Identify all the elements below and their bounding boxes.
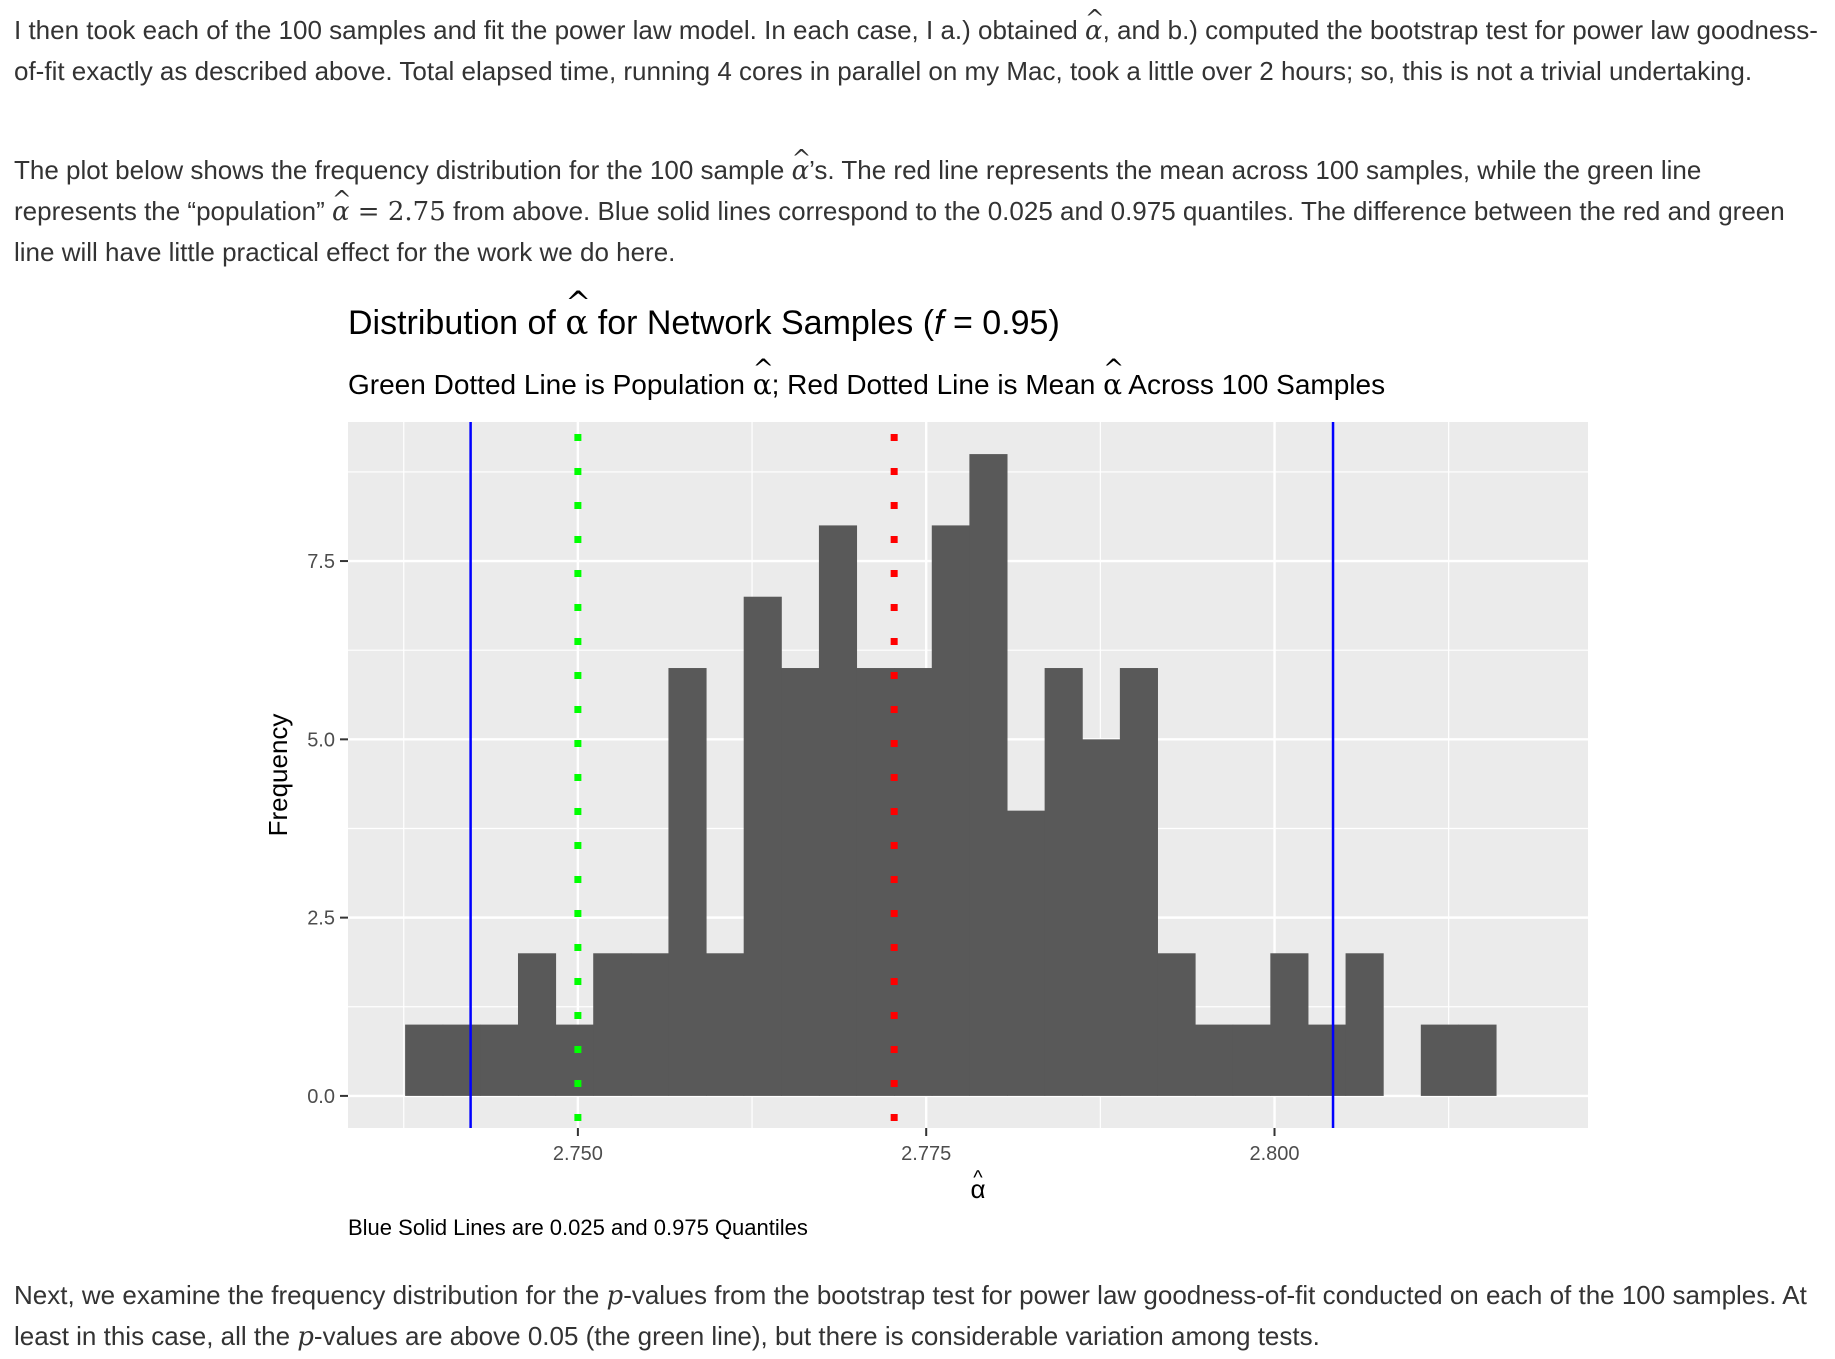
histogram-bar: [969, 454, 1008, 1096]
alpha-hat-symbol: α: [1085, 0, 1103, 51]
chart-title: Distribution of α for Network Samples (f…: [348, 286, 1060, 343]
histogram-bar: [1119, 668, 1158, 1096]
axes: 2.750 2.775 2.800 0.0 2.5 5.0 7.5 α^ Frequency: [263, 551, 1300, 1204]
text-run: Distribution of: [348, 304, 566, 342]
next-paragraph: Next, we examine the frequency distribut…: [14, 1275, 1824, 1357]
text-run: for Network Samples (: [588, 304, 935, 342]
text-run: , and b.) computed the bootstrap test fo…: [14, 15, 1818, 86]
text-run: Across 100 Samples: [1122, 369, 1386, 400]
text-run: Green Dotted Line is Population: [348, 369, 753, 400]
alpha-hat-symbol: α: [753, 354, 772, 401]
f-symbol: f: [934, 304, 944, 342]
math-symbol: p: [297, 1322, 314, 1352]
x-axis-hat: ^: [973, 1167, 983, 1189]
histogram-bar: [1307, 1024, 1347, 1096]
histogram-bar: [480, 1024, 519, 1096]
y-tick-label: 5.0: [307, 729, 335, 751]
y-tick-label: 0.0: [307, 1086, 335, 1108]
histogram-bar: [781, 668, 820, 1096]
chart-subtitle: Green Dotted Line is Population α; Red D…: [348, 354, 1386, 401]
y-tick-label: 2.5: [307, 908, 335, 930]
intro-paragraph: I then took each of the 100 samples and …: [14, 0, 1824, 91]
x-tick-label: 2.775: [901, 1143, 951, 1165]
text-run: -values from the bootstrap test for powe…: [14, 1280, 1807, 1351]
text-run: -values are above 0.05 (the green line),…: [313, 1321, 1320, 1351]
alpha-hat-symbol: α: [1103, 354, 1122, 401]
histogram-bar: [1270, 953, 1309, 1096]
text-run: ’s. The red line represents the mean acr…: [14, 155, 1702, 226]
histogram-bar: [668, 668, 707, 1096]
histogram-bars: [405, 454, 1497, 1096]
histogram-bar: [706, 953, 745, 1096]
histogram-bar: [630, 953, 669, 1096]
histogram-bar: [1195, 1024, 1234, 1096]
chart-caption: Blue Solid Lines are 0.025 and 0.975 Qua…: [348, 1215, 808, 1240]
alpha-hat-symbol: α: [565, 286, 588, 343]
histogram-bar: [442, 1024, 481, 1096]
histogram-bar: [1420, 1024, 1459, 1096]
histogram-bar: [1007, 810, 1046, 1096]
histogram-bar: [593, 953, 632, 1096]
histogram-bar: [743, 596, 782, 1096]
y-tick-label: 7.5: [307, 551, 335, 573]
histogram-bar: [894, 668, 933, 1096]
text-run: I then took each of the 100 samples and …: [14, 15, 1085, 45]
text-run: = 0.95): [943, 304, 1060, 342]
histogram-bar: [1157, 953, 1196, 1096]
y-axis-title: Frequency: [263, 714, 293, 837]
math-symbol: p: [606, 1281, 624, 1311]
histogram-bar: [1345, 953, 1384, 1096]
text-run: from above. Blue solid lines correspond …: [14, 196, 1785, 267]
reference-lines: [469, 422, 1335, 1128]
histogram-bar: [931, 525, 970, 1096]
x-tick-label: 2.750: [553, 1143, 603, 1165]
text-run: ; Red Dotted Line is Mean: [771, 369, 1104, 400]
histogram-bar: [1044, 668, 1083, 1096]
histogram-bar: [818, 525, 858, 1096]
histogram-bar: [856, 668, 895, 1096]
x-axis-title: α: [970, 1174, 985, 1204]
histogram-bar: [1458, 1024, 1497, 1096]
histogram-bar: [405, 1024, 444, 1096]
histogram-bar: [1232, 1024, 1271, 1096]
histogram-bar: [1082, 739, 1121, 1096]
plot-description-paragraph: The plot below shows the frequency distr…: [14, 138, 1824, 272]
text-run: Next, we examine the frequency distribut…: [14, 1280, 607, 1310]
math-expression: = 2.75: [349, 197, 446, 227]
histogram-bar: [517, 953, 557, 1096]
text-run: The plot below shows the frequency distr…: [14, 155, 792, 185]
alpha-hat-symbol: α: [332, 179, 350, 232]
alpha-hat-symbol: α: [792, 138, 810, 191]
x-tick-label: 2.800: [1249, 1143, 1299, 1165]
